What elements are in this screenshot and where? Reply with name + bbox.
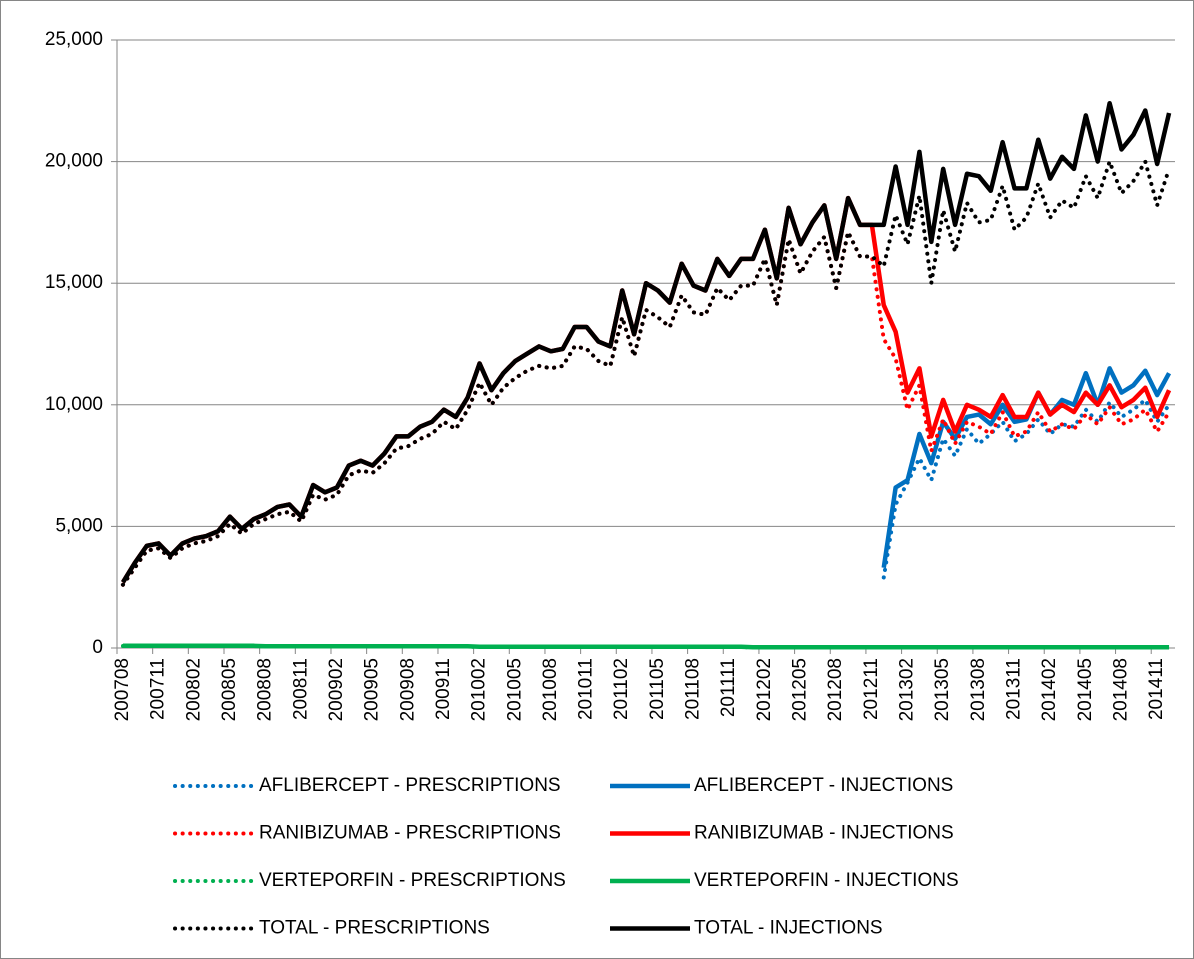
x-tick-label: 201108 bbox=[683, 658, 704, 720]
legend-label: RANIBIZUMAB - INJECTIONS bbox=[694, 823, 954, 844]
x-tick-label: 201102 bbox=[611, 658, 632, 720]
x-tick-label: 200802 bbox=[183, 658, 204, 721]
x-tick-label: 200902 bbox=[326, 658, 347, 721]
x-tick-label: 200711 bbox=[148, 658, 169, 720]
x-tick-label: 200708 bbox=[112, 658, 133, 721]
legend-label: RANIBIZUMAB - PRESCRIPTIONS bbox=[259, 823, 561, 844]
y-tick-label: 10,000 bbox=[45, 394, 103, 415]
x-tick-label: 200811 bbox=[290, 658, 311, 720]
series-line bbox=[881, 366, 1172, 569]
legend-label: AFLIBERCEPT - INJECTIONS bbox=[694, 775, 953, 796]
series-line bbox=[121, 100, 1172, 584]
x-tick-label: 201408 bbox=[1111, 658, 1132, 721]
series-line bbox=[120, 155, 1172, 587]
y-tick-label: 0 bbox=[92, 637, 103, 658]
x-tick-label: 201202 bbox=[754, 658, 775, 721]
x-tick-label: 201402 bbox=[1039, 658, 1060, 721]
y-tick-label: 25,000 bbox=[45, 29, 103, 50]
x-tick-label: 200911 bbox=[433, 658, 454, 720]
x-tick-label: 201005 bbox=[504, 658, 525, 721]
x-tick-label: 200808 bbox=[255, 658, 276, 721]
y-tick-label: 5,000 bbox=[55, 515, 103, 536]
x-tick-label: 201205 bbox=[790, 658, 811, 721]
x-tick-label: 200908 bbox=[397, 658, 418, 721]
series-line bbox=[881, 396, 1172, 580]
x-tick-label: 201311 bbox=[1004, 658, 1025, 720]
x-tick-label: 200805 bbox=[219, 658, 240, 721]
legend-label: VERTEPORFIN - PRESCRIPTIONS bbox=[259, 870, 566, 891]
x-tick-label: 201411 bbox=[1146, 658, 1167, 720]
x-tick-label: 201305 bbox=[932, 658, 953, 721]
x-tick-label: 200905 bbox=[362, 658, 383, 721]
legend-label: VERTEPORFIN - INJECTIONS bbox=[694, 870, 959, 891]
x-tick-label: 201211 bbox=[861, 658, 882, 720]
x-tick-label: 201405 bbox=[1075, 658, 1096, 721]
x-tick-label: 201208 bbox=[825, 658, 846, 721]
x-tick-label: 201302 bbox=[897, 658, 918, 721]
series-line bbox=[122, 643, 1170, 650]
x-tick-label: 201111 bbox=[718, 658, 739, 717]
x-tick-label: 201002 bbox=[469, 658, 490, 721]
x-tick-label: 201011 bbox=[576, 658, 597, 720]
x-tick-label: 201308 bbox=[968, 658, 989, 721]
x-tick-label: 201008 bbox=[540, 658, 561, 721]
x-tick-label: 201105 bbox=[647, 658, 668, 720]
y-tick-label: 15,000 bbox=[45, 272, 103, 293]
legend-label: TOTAL - PRESCRIPTIONS bbox=[259, 918, 490, 939]
legend-label: AFLIBERCEPT - PRESCRIPTIONS bbox=[259, 775, 561, 796]
legend-label: TOTAL - INJECTIONS bbox=[694, 918, 883, 939]
y-tick-label: 20,000 bbox=[45, 151, 103, 172]
